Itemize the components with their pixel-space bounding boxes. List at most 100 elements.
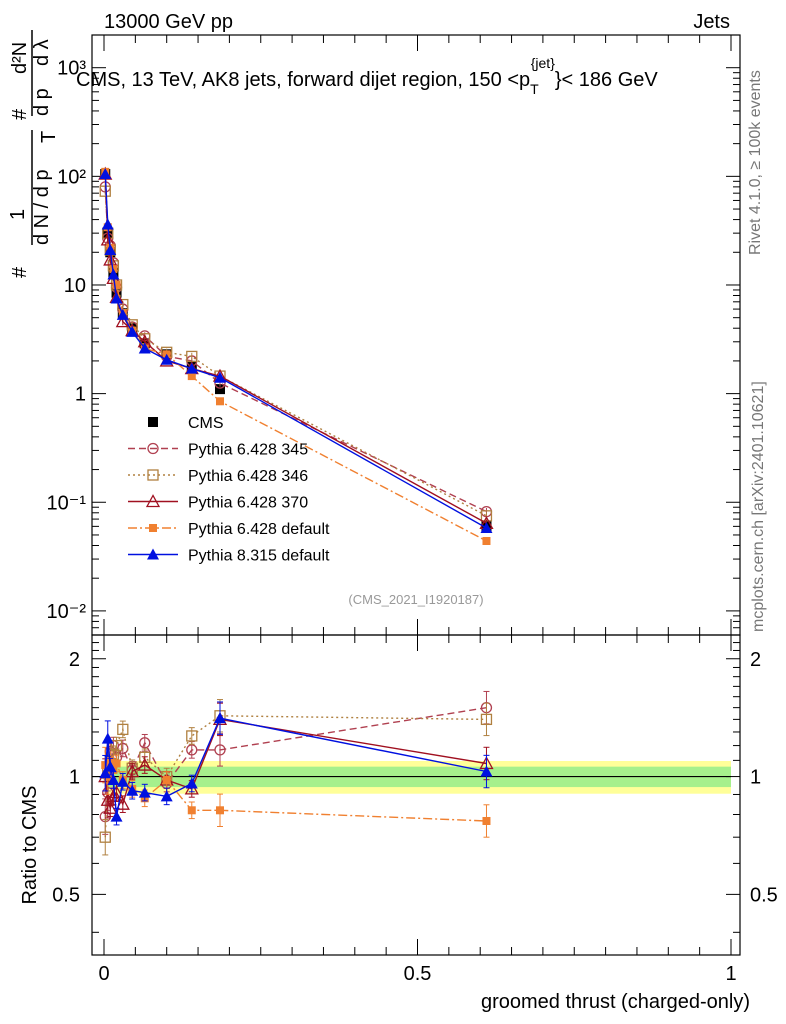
main-y-tick-label: 10² bbox=[57, 166, 86, 188]
cms-point bbox=[214, 384, 225, 395]
data-point bbox=[101, 218, 114, 230]
chart-title: CMS, 13 TeV, AK8 jets, forward dijet reg… bbox=[76, 55, 658, 97]
ratio-uncertainty-band bbox=[92, 760, 731, 794]
main-y-tick-label: 1 bbox=[75, 384, 86, 406]
ylabel-den: d N / d p bbox=[31, 169, 53, 245]
ratio-point bbox=[109, 785, 124, 799]
legend-item: Pythia 6.428 345 bbox=[128, 442, 308, 459]
ratio-series-group bbox=[98, 690, 494, 856]
ratio-y-tick-label-right: 2 bbox=[750, 649, 761, 671]
legend-label: Pythia 6.428 default bbox=[188, 521, 330, 538]
ratio-point bbox=[480, 713, 493, 726]
main-y-tick-label: 10⁻² bbox=[47, 601, 87, 623]
ratio-axis-ticks: 0 0.5 1 0.5 0.5 1 1 2 2 bbox=[52, 635, 778, 985]
ratio-point bbox=[115, 796, 130, 810]
ylabel-hash2: # bbox=[9, 108, 31, 120]
ratio-point bbox=[110, 739, 123, 752]
x-tick-label: 0.5 bbox=[404, 963, 432, 985]
main-y-tick-label: 10³ bbox=[57, 58, 86, 80]
ratio-point bbox=[112, 759, 121, 768]
data-point bbox=[112, 280, 121, 289]
legend-label: CMS bbox=[188, 415, 224, 432]
ratio-point bbox=[137, 757, 152, 771]
series-pythia-6-428-346-ratio-line bbox=[104, 715, 487, 838]
legend-item: Pythia 6.428 370 bbox=[128, 494, 308, 512]
mcplots-label: mcplots.cern.ch [arXiv:2401.10621] bbox=[750, 381, 767, 632]
ratio-point bbox=[104, 760, 117, 772]
series-pythia-8-315-default-ratio bbox=[99, 701, 493, 826]
legend-item-cms: CMS bbox=[148, 415, 224, 432]
ratio-y-tick-label: 1 bbox=[69, 767, 80, 789]
ratio-point bbox=[101, 732, 114, 744]
main-y-tick-label: 10⁻¹ bbox=[47, 492, 87, 514]
x-tick-label: 1 bbox=[725, 963, 736, 985]
main-axis-ticks: 10⁻² 10⁻¹ 1 10 10² 10³ bbox=[47, 34, 740, 636]
title-suffix: }< 186 GeV bbox=[555, 69, 659, 91]
data-point bbox=[110, 292, 123, 304]
ratio-point bbox=[214, 744, 226, 756]
legend-label: Pythia 6.428 370 bbox=[188, 495, 308, 512]
main-y-tick-label: 10 bbox=[64, 275, 86, 297]
x-axis-label: groomed thrust (charged-only) bbox=[481, 991, 750, 1013]
main-y-axis-label: # 1 d N / d p T # d²N d p d λ bbox=[7, 30, 60, 278]
ratio-point bbox=[185, 777, 198, 789]
ratio-point bbox=[103, 800, 118, 814]
title-prefix: CMS, 13 TeV, AK8 jets, forward dijet reg… bbox=[76, 69, 530, 91]
ratio-point bbox=[162, 775, 171, 784]
data-point bbox=[160, 353, 173, 365]
ylabel-num2: d²N bbox=[9, 42, 31, 74]
data-point bbox=[103, 252, 118, 266]
ylabel-den-t: T bbox=[38, 131, 60, 143]
ratio-plot-frame bbox=[91, 634, 741, 956]
ratio-point bbox=[186, 730, 198, 742]
main-series-group bbox=[98, 166, 494, 545]
data-point bbox=[116, 308, 129, 320]
legend-marker bbox=[147, 469, 159, 481]
legend-marker bbox=[145, 494, 161, 508]
ylabel-hash: # bbox=[9, 266, 31, 278]
data-point bbox=[215, 397, 224, 406]
title-sub: T bbox=[530, 81, 539, 97]
legend-item: Pythia 6.428 default bbox=[128, 521, 330, 538]
title-sup: {jet} bbox=[531, 55, 555, 71]
data-point bbox=[187, 372, 196, 381]
data-point bbox=[138, 342, 151, 354]
data-point bbox=[482, 536, 491, 545]
ratio-point bbox=[138, 786, 151, 798]
ratio-point bbox=[482, 816, 491, 825]
ratio-y-tick-label-right: 0.5 bbox=[750, 884, 778, 906]
ratio-y-tick-label: 2 bbox=[69, 649, 80, 671]
ratio-point bbox=[107, 773, 120, 785]
legend-marker bbox=[148, 417, 158, 427]
header-left: 13000 GeV pp bbox=[104, 11, 233, 33]
data-point bbox=[213, 371, 226, 383]
data-point bbox=[104, 243, 117, 255]
legend-marker bbox=[149, 524, 157, 532]
x-tick-label: 0 bbox=[98, 963, 109, 985]
data-point bbox=[126, 325, 139, 337]
ratio-point bbox=[126, 784, 139, 796]
legend-marker bbox=[147, 442, 159, 455]
legend-label: Pythia 6.428 345 bbox=[188, 442, 308, 459]
analysis-id: (CMS_2021_I1920187) bbox=[348, 592, 483, 607]
ratio-point bbox=[125, 764, 140, 778]
header-right: Jets bbox=[693, 11, 730, 33]
legend-marker bbox=[147, 548, 159, 560]
series-pythia-6-428-345 bbox=[99, 181, 493, 518]
ylabel-den2: d p bbox=[31, 88, 53, 116]
ratio-point bbox=[160, 790, 173, 802]
rivet-version-label: Rivet 4.1.0, ≥ 100k events bbox=[747, 70, 764, 255]
ratio-point bbox=[213, 712, 226, 724]
ylabel-one: 1 bbox=[7, 209, 29, 220]
series-pythia-8-315-default bbox=[99, 168, 493, 533]
ratio-y-axis-label: Ratio to CMS bbox=[19, 786, 41, 905]
legend: CMS Pythia 6.428 345 Pythia 6.428 346 Pythi… bbox=[128, 415, 330, 565]
ratio-point bbox=[139, 737, 151, 749]
legend-label: Pythia 8.315 default bbox=[188, 548, 330, 565]
ratio-point bbox=[480, 765, 493, 777]
ratio-point bbox=[116, 775, 129, 787]
ratio-point bbox=[187, 806, 196, 815]
data-point bbox=[107, 268, 120, 280]
ratio-point bbox=[215, 806, 224, 815]
